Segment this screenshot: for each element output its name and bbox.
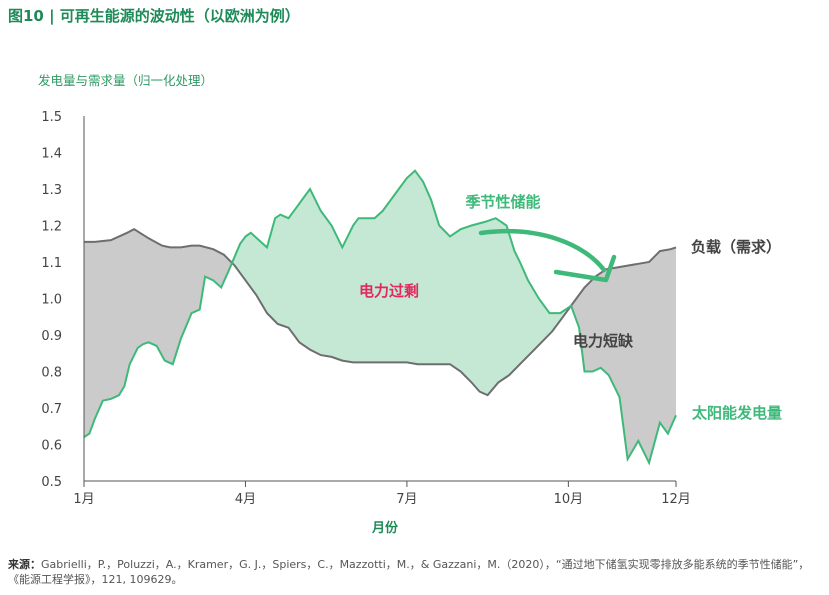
x-tick-label: 12月 xyxy=(661,492,691,507)
y-tick-label: 1.3 xyxy=(41,183,62,198)
x-tick-label: 4月 xyxy=(235,492,256,507)
x-tick-label: 10月 xyxy=(554,492,584,507)
load-series-label: 负载（需求） xyxy=(691,238,781,256)
y-tick-label: 1.1 xyxy=(41,256,62,271)
x-ticks: 1月 4月 7月 10月 12月 xyxy=(73,481,691,507)
deficit-label: 电力短缺 xyxy=(573,332,634,350)
y-tick-label: 1.4 xyxy=(41,147,62,162)
y-tick-label: 1.2 xyxy=(41,220,62,235)
y-axis-label: 发电量与需求量（归一化处理） xyxy=(38,73,214,88)
chart-svg: 1.5 1.4 1.3 1.2 1.1 1.0 0.9 0.8 0.7 0.6 0.5 1月 4月 7月… xyxy=(41,110,782,536)
x-axis-label: 月份 xyxy=(371,520,399,536)
solar-line xyxy=(83,169,677,466)
y-tick-label: 0.8 xyxy=(41,366,62,381)
figure-title: 图10 | 可再生能源的波动性（以欧洲为例） xyxy=(8,7,300,25)
storage-arrow-head xyxy=(553,254,617,283)
solar-series-label: 太阳能发电量 xyxy=(692,404,782,422)
y-tick-label: 0.6 xyxy=(41,439,62,454)
y-ticks: 1.5 1.4 1.3 1.2 1.1 1.0 0.9 0.8 0.7 0.6 0.5 xyxy=(41,110,62,490)
source-note: 来源：Gabrielli，P.，Poluzzi，A.，Kramer，G. J.，… xyxy=(8,557,818,587)
surplus-label: 电力过剩 xyxy=(359,282,419,300)
y-tick-label: 0.9 xyxy=(41,329,62,344)
y-tick-label: 0.5 xyxy=(41,475,62,490)
y-tick-label: 1.5 xyxy=(41,110,62,125)
source-text: Gabrielli，P.，Poluzzi，A.，Kramer，G. J.，Spi… xyxy=(8,558,810,586)
y-tick-label: 0.7 xyxy=(41,402,62,417)
surplus-area xyxy=(84,170,676,396)
x-tick-label: 1月 xyxy=(73,492,94,507)
y-tick-label: 1.0 xyxy=(41,293,62,308)
source-label: 来源： xyxy=(8,558,41,571)
storage-arrow xyxy=(478,228,607,273)
storage-label: 季节性储能 xyxy=(465,193,540,211)
load-line xyxy=(84,228,677,397)
x-tick-label: 7月 xyxy=(396,492,417,507)
